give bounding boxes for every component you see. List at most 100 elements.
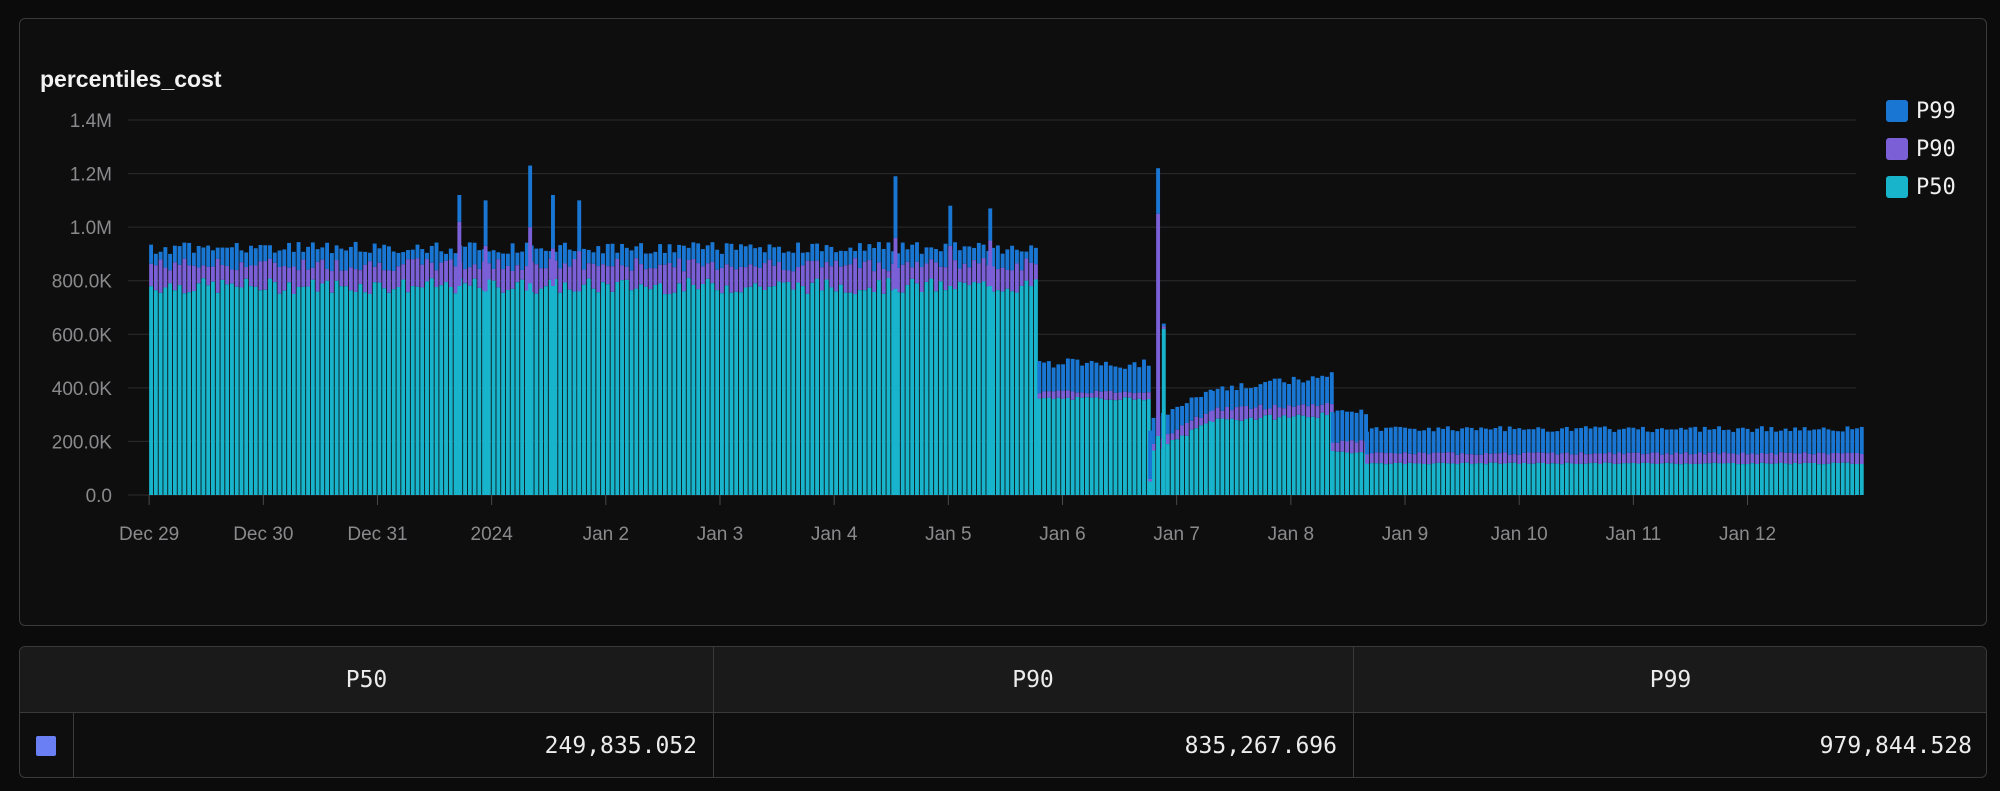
- bar-p90: [1826, 454, 1831, 464]
- bar-p90: [1220, 410, 1225, 419]
- bar-p99: [1707, 429, 1712, 453]
- bar-p99: [1258, 384, 1263, 405]
- bar-p99: [1137, 367, 1142, 393]
- bar-p99: [429, 245, 434, 263]
- bar-p50: [953, 289, 957, 495]
- bar-p50: [629, 290, 634, 495]
- legend-item-p99[interactable]: P99: [1886, 92, 1956, 130]
- bar-p99: [1042, 362, 1047, 392]
- bar-p99: [1296, 379, 1301, 406]
- bar-p90: [1517, 454, 1522, 465]
- bar-p50: [672, 292, 677, 495]
- bar-p99: [1263, 382, 1268, 410]
- bar-p90: [1460, 453, 1465, 463]
- bar-p99: [777, 246, 781, 263]
- bar-p50: [1583, 463, 1588, 495]
- bar-p90: [272, 262, 277, 283]
- bar-p99: [1731, 431, 1736, 454]
- bar-p50: [249, 286, 253, 495]
- bar-p99: [981, 244, 986, 259]
- bar-p50: [1349, 453, 1354, 495]
- bar-p99: [1010, 245, 1015, 271]
- bar-p99: [543, 250, 548, 269]
- bar-p50: [1005, 288, 1010, 495]
- bar-p99: [988, 208, 993, 241]
- bar-p99: [867, 244, 872, 261]
- bar-p90: [1821, 453, 1826, 465]
- bar-p99: [277, 250, 282, 268]
- bar-p50: [1545, 463, 1550, 495]
- stats-header-p50[interactable]: P50: [345, 667, 388, 693]
- bar-p99: [1469, 427, 1474, 455]
- bar-p50: [1640, 462, 1645, 495]
- bar-p99: [582, 248, 586, 270]
- bar-p90: [558, 268, 563, 293]
- bar-p99: [1051, 367, 1056, 392]
- bar-p50: [244, 278, 249, 495]
- bar-p50: [1315, 417, 1320, 495]
- bar-p99: [201, 247, 206, 266]
- bar-p90: [1774, 454, 1779, 464]
- bar-p99: [230, 247, 234, 270]
- bar-p90: [1210, 410, 1215, 422]
- bar-p90: [1029, 262, 1034, 287]
- bar-p50: [815, 278, 820, 495]
- bar-p50: [601, 282, 605, 495]
- bar-p90: [505, 265, 510, 291]
- bar-p90: [1479, 454, 1484, 464]
- bar-p50: [1621, 463, 1626, 495]
- bar-p90: [667, 263, 672, 295]
- bar-p90: [310, 267, 315, 280]
- bar-p90: [358, 270, 363, 285]
- stats-header-p99[interactable]: P99: [1649, 667, 1692, 693]
- bar-p99: [539, 248, 544, 269]
- bar-p99: [1674, 429, 1679, 453]
- bar-p50: [1745, 464, 1750, 495]
- bar-p50: [551, 286, 555, 495]
- bar-p50: [1301, 415, 1306, 495]
- bar-p90: [325, 269, 330, 281]
- bar-p99: [586, 249, 591, 264]
- bar-p99: [1797, 430, 1802, 454]
- legend-item-p50[interactable]: P50: [1886, 168, 1956, 206]
- bar-p90: [596, 266, 601, 293]
- bar-p90: [677, 258, 682, 284]
- bar-p99: [444, 253, 448, 261]
- bar-p90: [582, 269, 586, 285]
- bar-p99: [1450, 430, 1455, 453]
- bar-p99: [1531, 429, 1536, 453]
- bar-p99: [496, 252, 501, 260]
- bar-p90: [834, 260, 839, 292]
- bar-p90: [515, 265, 520, 283]
- bar-p90: [624, 266, 629, 280]
- legend-item-p90[interactable]: P90: [1886, 130, 1956, 168]
- bar-p99: [272, 252, 277, 263]
- bar-p50: [1788, 464, 1793, 495]
- bar-p99: [943, 243, 948, 268]
- bar-p50: [1483, 464, 1488, 495]
- bar-p50: [1650, 463, 1655, 495]
- bar-p50: [796, 282, 801, 495]
- bar-p50: [520, 279, 525, 495]
- bar-p99: [315, 249, 320, 262]
- bar-p99: [1693, 426, 1698, 454]
- bar-p50: [191, 291, 196, 495]
- bar-p50: [1855, 464, 1859, 495]
- bar-p99: [1831, 430, 1836, 454]
- bar-p90: [938, 266, 943, 282]
- bar-p99: [1412, 428, 1417, 455]
- bar-p90: [1469, 454, 1474, 465]
- x-tick-label: Jan 2: [583, 524, 629, 545]
- bar-p90: [1512, 454, 1517, 463]
- bar-p90: [1019, 270, 1024, 286]
- bar-p99: [367, 252, 372, 262]
- bar-p99: [534, 248, 539, 265]
- bar-p90: [1507, 454, 1512, 463]
- bar-p99: [905, 249, 910, 262]
- bar-p50: [177, 285, 182, 495]
- stats-header-p90[interactable]: P90: [1012, 667, 1054, 693]
- bar-p50: [1215, 418, 1220, 495]
- bar-p50: [1108, 399, 1113, 495]
- bar-p99: [1103, 361, 1108, 392]
- bar-p50: [287, 282, 291, 495]
